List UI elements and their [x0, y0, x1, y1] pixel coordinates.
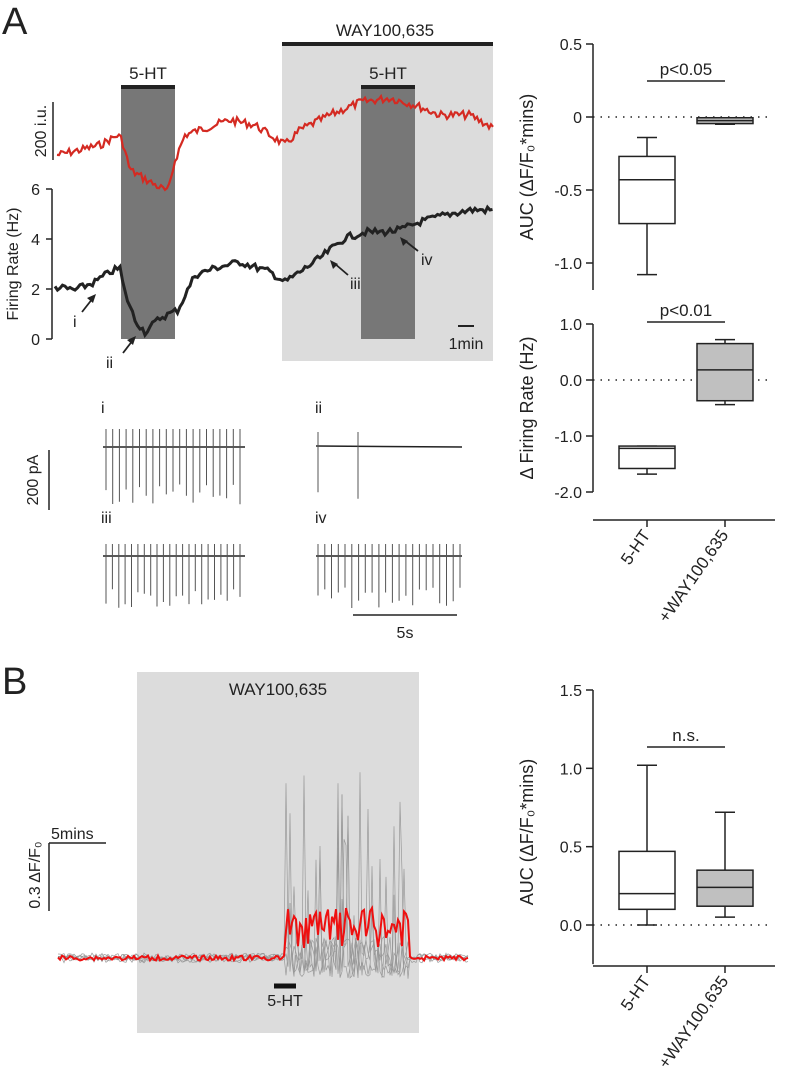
y-axis-label: AUC (ΔF/F₀*mins) [517, 759, 537, 906]
marker-arrowhead-ii [127, 336, 136, 345]
marker-iii: iii [350, 276, 361, 293]
y-tick-label: 0.5 [560, 37, 582, 54]
marker-i: i [73, 314, 77, 331]
5ht-label-2: 5-HT [369, 64, 407, 83]
y-axis-label: AUC (ΔF/F₀*mins) [517, 94, 537, 241]
y-tick-label: 0.5 [560, 840, 582, 857]
rate-box-chart-a: 1.0 0.0 -1.0 -2.0 Δ Firing Rate (Hz) p<0.01 5-… [517, 301, 775, 626]
y-tick-label: -1.0 [554, 256, 582, 273]
way-label: WAY100,635 [336, 21, 434, 40]
5ht-label-b: 5-HT [267, 993, 303, 1010]
y-axis-label: Δ Firing Rate (Hz) [517, 336, 537, 479]
marker-ii: ii [106, 355, 113, 372]
fluorescence-trace [56, 93, 494, 192]
sweep-label-iii: iii [101, 510, 112, 527]
5ht-label-1: 5-HT [129, 64, 167, 83]
marker-arrowhead-iv [400, 237, 408, 246]
rate-tick-label: 6 [31, 182, 40, 199]
way-label-b: WAY100,635 [229, 680, 327, 699]
sweep-label-iv: iv [315, 510, 327, 527]
y-tick-label: 0.0 [560, 373, 582, 390]
y-tick-label: 1.0 [560, 317, 582, 334]
current-scale-label: 200 pA [25, 454, 42, 505]
rate-axis-label: Firing Rate (Hz) [5, 208, 22, 321]
y-tick-label: -0.5 [554, 183, 582, 200]
significance-label: n.s. [672, 726, 699, 745]
significance-label: p<0.01 [660, 301, 712, 320]
box-iqr [696, 869, 754, 907]
sweep-iv [317, 544, 461, 608]
marker-iv: iv [421, 252, 433, 269]
box-iqr [618, 850, 676, 911]
category-label: +WAY100,635 [655, 526, 733, 626]
sweep-ii [317, 432, 359, 499]
rate-tick-label: 0 [31, 332, 40, 349]
sweep-iii [105, 544, 241, 608]
panel-b-label: B [2, 661, 27, 703]
way-shaded-region-b [137, 672, 419, 1033]
box-iqr [696, 342, 754, 402]
fluor-scale-label: 200 i.u. [33, 105, 50, 157]
5ht-shaded-region-2 [361, 87, 415, 339]
mean-trace [57, 904, 469, 963]
5ht-shaded-region-1 [121, 87, 175, 339]
y-tick-label: 0 [573, 110, 582, 127]
rate-tick-label: 2 [31, 282, 40, 299]
fluor-scale-label-b: 0.3 ΔF/F₀ [27, 841, 44, 908]
category-label: 5-HT [617, 972, 654, 1014]
time-scale-label: 1min [449, 336, 484, 353]
y-tick-label: -2.0 [554, 485, 582, 502]
y-tick-label: 1.5 [560, 683, 582, 700]
y-tick-label: -1.0 [554, 429, 582, 446]
significance-label: p<0.05 [660, 60, 712, 79]
sweep-i [105, 429, 241, 505]
firing-rate-trace [53, 204, 493, 339]
time-scale-label-b: 5mins [51, 826, 94, 843]
sweep-time-scale-label: 5s [397, 625, 414, 642]
panel-a-label: A [2, 1, 28, 43]
y-tick-label: 0.0 [560, 918, 582, 935]
auc-box-chart-b: 1.5 1.0 0.5 0.0 AUC (ΔF/F₀*mins) n.s. 5-HT +WAY… [517, 683, 775, 1072]
auc-box-chart-a: 0.5 0 -0.5 -1.0 AUC (ΔF/F₀*mins) p<0.05 [517, 37, 770, 290]
individual-trace [57, 783, 469, 978]
box-iqr [618, 155, 676, 225]
sweep-label-i: i [101, 400, 105, 417]
marker-arrowhead-iii [330, 260, 338, 269]
box-iqr [618, 445, 676, 470]
y-tick-label: 1.0 [560, 761, 582, 778]
category-label: 5-HT [617, 526, 654, 568]
sweep-ii-baseline [315, 445, 463, 448]
sweep-label-ii: ii [315, 400, 322, 417]
rate-tick-label: 4 [31, 232, 40, 249]
marker-arrowhead-i [87, 294, 96, 303]
category-label: +WAY100,635 [655, 972, 733, 1072]
